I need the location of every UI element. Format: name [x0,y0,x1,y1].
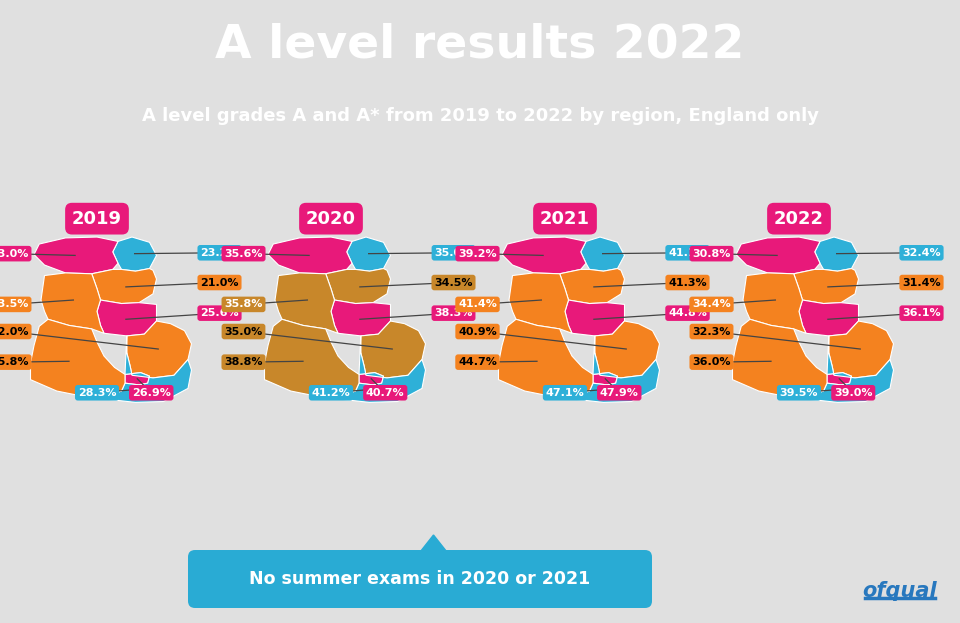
Text: 36.0%: 36.0% [692,357,731,367]
Text: No summer exams in 2020 or 2021: No summer exams in 2020 or 2021 [250,570,590,588]
Text: 2019: 2019 [72,210,122,227]
Text: 39.5%: 39.5% [780,388,818,397]
Text: 2022: 2022 [774,210,824,227]
Text: 23.2%: 23.2% [201,248,239,258]
Polygon shape [265,319,359,399]
Text: 22.0%: 22.0% [0,326,29,336]
Text: 31.4%: 31.4% [902,277,941,288]
Polygon shape [31,319,125,399]
Polygon shape [572,336,660,402]
Text: 35.6%: 35.6% [225,249,263,259]
Text: 23.5%: 23.5% [0,300,29,310]
Text: 44.7%: 44.7% [458,357,497,367]
FancyBboxPatch shape [188,550,652,608]
Polygon shape [325,269,391,303]
Polygon shape [338,336,425,402]
Text: 32.4%: 32.4% [902,248,941,258]
Text: 38.3%: 38.3% [434,308,472,318]
Polygon shape [127,321,191,378]
Polygon shape [815,237,858,271]
Text: 34.4%: 34.4% [692,300,731,310]
Polygon shape [275,273,338,333]
Text: 32.3%: 32.3% [692,326,731,336]
Text: 30.8%: 30.8% [692,249,731,259]
Text: A level grades A and A* from 2019 to 2022 by region, England only: A level grades A and A* from 2019 to 202… [141,107,819,125]
Polygon shape [112,237,156,271]
Polygon shape [593,373,617,385]
Polygon shape [104,336,191,402]
Text: 21.0%: 21.0% [201,277,239,288]
Text: 35.0%: 35.0% [434,248,472,258]
Polygon shape [419,535,448,554]
Text: 25.8%: 25.8% [0,357,29,367]
Polygon shape [41,273,104,333]
Polygon shape [732,319,827,399]
Text: 26.9%: 26.9% [132,388,171,397]
Text: 41.3%: 41.3% [668,277,707,288]
Polygon shape [581,237,625,271]
Text: 41.4%: 41.4% [458,300,497,310]
Polygon shape [359,373,383,385]
Text: ofqual: ofqual [863,581,937,601]
Polygon shape [828,321,894,378]
Text: 34.5%: 34.5% [434,277,472,288]
Polygon shape [794,269,858,303]
Polygon shape [502,237,586,273]
Text: 39.2%: 39.2% [458,249,497,259]
Polygon shape [97,300,156,336]
Text: 28.3%: 28.3% [78,388,116,397]
Text: 36.1%: 36.1% [902,308,941,318]
Text: 2020: 2020 [306,210,356,227]
Polygon shape [125,373,150,385]
Polygon shape [565,300,625,336]
Polygon shape [736,237,820,273]
Text: 47.9%: 47.9% [600,388,638,397]
Text: 35.8%: 35.8% [225,300,263,310]
Text: 23.0%: 23.0% [0,249,29,259]
Polygon shape [806,336,894,402]
Text: 44.8%: 44.8% [668,308,707,318]
Text: 25.6%: 25.6% [201,308,239,318]
Text: 2021: 2021 [540,210,590,227]
Text: 41.2%: 41.2% [312,388,350,397]
Polygon shape [34,237,118,273]
Polygon shape [361,321,425,378]
Polygon shape [92,269,156,303]
Polygon shape [827,373,852,385]
Polygon shape [509,273,572,333]
Polygon shape [799,300,858,336]
Polygon shape [743,273,806,333]
Polygon shape [347,237,391,271]
Text: 39.0%: 39.0% [834,388,873,397]
Polygon shape [331,300,391,336]
Text: 40.9%: 40.9% [458,326,497,336]
Text: 40.7%: 40.7% [366,388,404,397]
Text: 47.1%: 47.1% [545,388,585,397]
Text: 35.0%: 35.0% [225,326,263,336]
Polygon shape [560,269,625,303]
Text: 41.1%: 41.1% [668,248,707,258]
Polygon shape [595,321,660,378]
Text: A level results 2022: A level results 2022 [215,22,745,67]
Polygon shape [268,237,352,273]
Text: 38.8%: 38.8% [225,357,263,367]
Polygon shape [498,319,593,399]
